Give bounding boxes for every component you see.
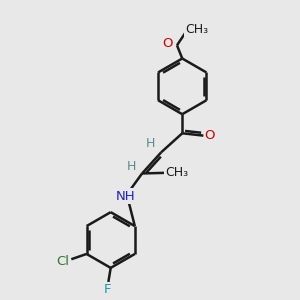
Text: Cl: Cl — [57, 255, 70, 268]
Text: F: F — [104, 283, 112, 296]
Text: O: O — [205, 129, 215, 142]
Text: CH₃: CH₃ — [185, 23, 208, 36]
Text: H: H — [146, 137, 156, 150]
Text: H: H — [126, 160, 136, 172]
Text: NH: NH — [116, 190, 135, 202]
Text: O: O — [162, 37, 173, 50]
Text: CH₃: CH₃ — [165, 167, 188, 179]
